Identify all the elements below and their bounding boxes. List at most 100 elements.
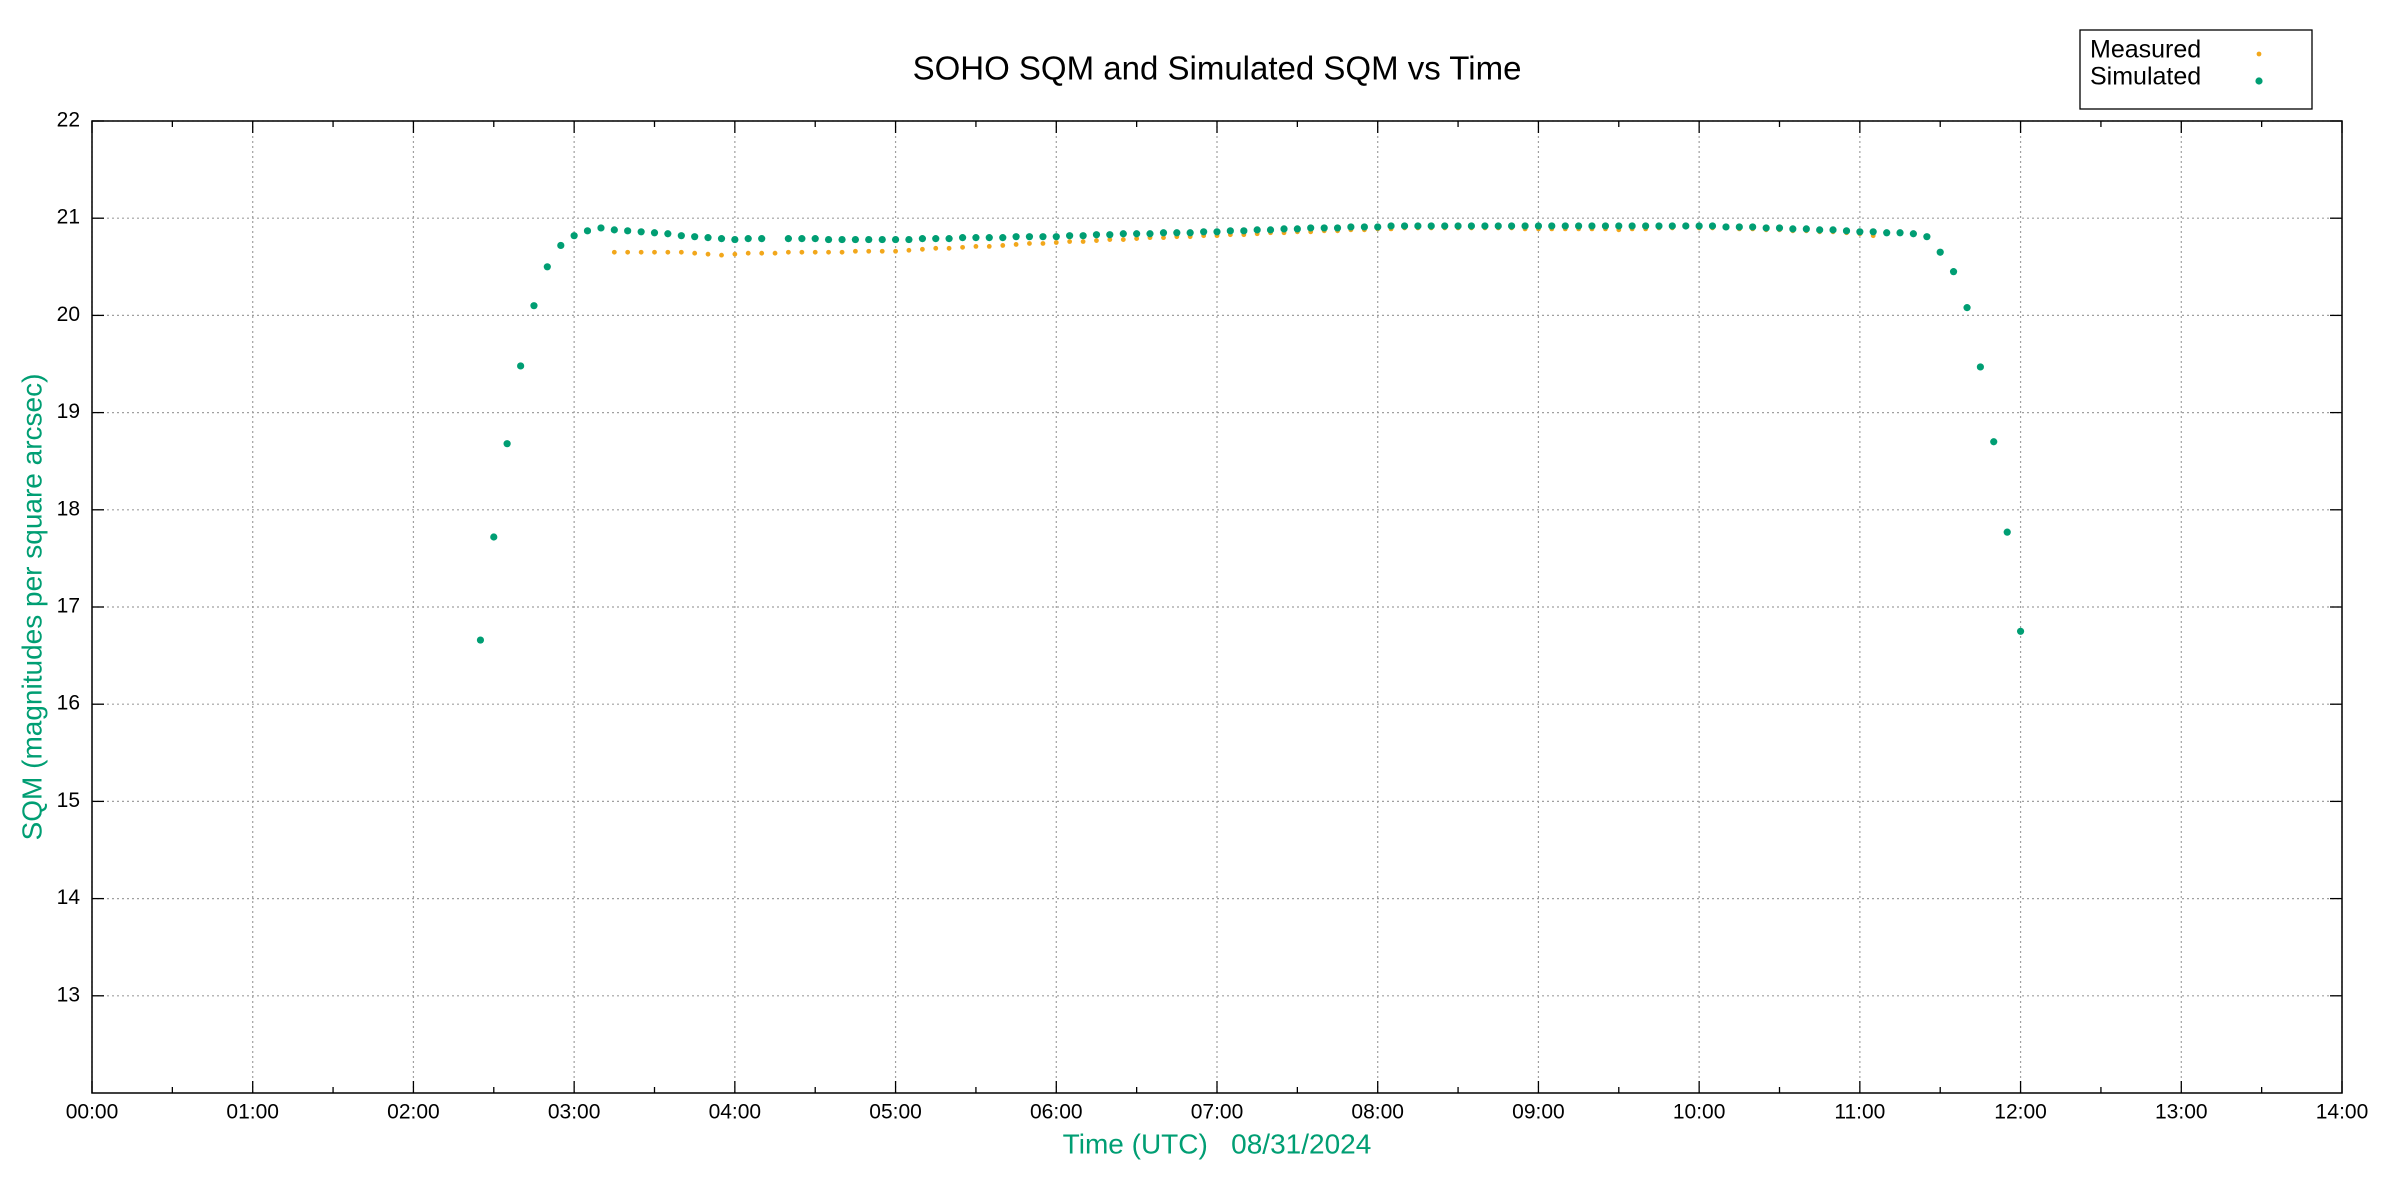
data-point	[517, 362, 525, 370]
data-point	[650, 229, 659, 237]
data-point	[1092, 231, 1101, 239]
legend-box	[2079, 29, 2313, 110]
data-point	[1027, 241, 1032, 246]
data-point	[798, 235, 806, 243]
data-point	[1039, 233, 1047, 241]
data-point	[1320, 224, 1328, 232]
data-point	[490, 533, 498, 541]
x-tick-label: 07:00	[1191, 1101, 1244, 1124]
x-tick-label: 12:00	[1994, 1101, 2047, 1124]
data-point	[570, 232, 578, 240]
data-point	[1293, 225, 1301, 233]
data-point	[1052, 233, 1060, 241]
data-point	[1107, 237, 1113, 242]
data-point	[597, 224, 605, 232]
plot-border	[91, 120, 2343, 1094]
data-point	[1200, 228, 1208, 236]
data-point	[879, 248, 885, 254]
data-point	[543, 263, 551, 271]
data-point	[503, 440, 511, 448]
data-point	[1575, 222, 1583, 230]
data-point	[1012, 233, 1020, 241]
data-point	[1775, 224, 1784, 232]
data-point	[1869, 228, 1877, 236]
data-point	[999, 234, 1007, 242]
data-point	[1521, 222, 1529, 230]
data-point	[1708, 222, 1717, 230]
data-point	[637, 228, 645, 236]
data-point	[772, 250, 778, 256]
data-point	[1762, 224, 1770, 232]
x-tick-label: 05:00	[869, 1101, 922, 1124]
data-point	[1079, 232, 1087, 240]
data-point	[972, 234, 980, 242]
data-point	[1534, 222, 1543, 230]
data-point	[985, 234, 993, 242]
data-point	[1883, 229, 1891, 237]
data-point	[1387, 222, 1395, 230]
data-point	[1588, 222, 1596, 230]
data-point	[812, 249, 818, 255]
data-point	[1896, 229, 1904, 237]
data-point	[1347, 223, 1355, 231]
data-point	[1494, 222, 1502, 230]
legend-label: Measured	[2090, 36, 2201, 64]
data-point	[1025, 233, 1034, 241]
data-point	[1628, 222, 1636, 230]
data-point	[759, 250, 765, 256]
data-point	[652, 249, 657, 255]
data-point	[1186, 229, 1194, 237]
data-point	[1789, 225, 1797, 233]
data-point	[1601, 222, 1610, 230]
data-point	[1963, 304, 1971, 312]
data-point	[1134, 236, 1140, 242]
data-point	[960, 244, 965, 250]
data-point	[745, 250, 751, 256]
data-point	[1976, 363, 1984, 371]
data-point	[717, 235, 726, 243]
data-point	[1240, 227, 1248, 235]
data-point	[1615, 222, 1623, 230]
x-tick-label: 14:00	[2316, 1101, 2369, 1124]
data-point	[932, 235, 940, 243]
data-point	[1106, 231, 1114, 239]
data-point	[1990, 438, 1998, 446]
data-point	[1949, 268, 1958, 276]
data-point	[692, 250, 698, 256]
legend-marker	[2256, 51, 2262, 57]
data-point	[1802, 225, 1810, 233]
data-point	[1548, 222, 1556, 230]
data-point	[1682, 222, 1690, 230]
data-point	[1307, 224, 1315, 232]
data-point	[1226, 227, 1234, 235]
y-tick-label: 22	[57, 109, 80, 132]
data-point	[945, 235, 953, 243]
data-point	[1414, 222, 1422, 230]
data-point	[1066, 232, 1074, 240]
data-point	[732, 251, 738, 257]
data-point	[1374, 223, 1382, 231]
data-point	[1749, 223, 1757, 231]
data-point	[583, 227, 592, 235]
data-point	[1561, 222, 1569, 230]
data-point	[905, 235, 913, 244]
data-point	[1454, 222, 1462, 230]
data-point	[719, 252, 724, 258]
data-point	[1333, 224, 1342, 232]
data-point	[986, 243, 992, 249]
data-point	[758, 235, 766, 243]
data-point	[1427, 222, 1435, 230]
data-point	[1481, 222, 1489, 230]
data-point	[851, 235, 859, 244]
data-point	[624, 227, 632, 235]
data-point	[893, 248, 898, 254]
data-point	[891, 235, 900, 244]
data-point	[1842, 227, 1851, 235]
data-point	[2016, 627, 2025, 635]
data-point	[1829, 226, 1837, 234]
data-point	[1161, 235, 1166, 241]
x-tick-label: 06:00	[1030, 1101, 1083, 1124]
y-axis-label: SQM (magnitudes per square arcsec)	[16, 374, 47, 841]
x-tick-label: 00:00	[66, 1101, 119, 1124]
